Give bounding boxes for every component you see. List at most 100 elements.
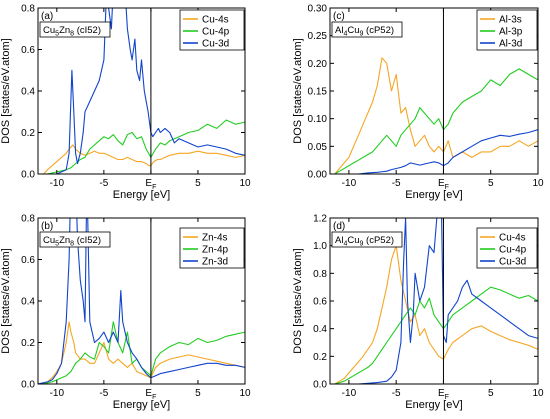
system-label-base-sub: 4 (343, 31, 347, 38)
y-tick-label: 0.05 (308, 142, 328, 153)
legend-entry: Al-3d (499, 39, 522, 50)
y-tick-label: 0.4 (21, 297, 35, 308)
x-tick-label: 5 (195, 388, 201, 399)
system-label-tag: (cP52) (363, 235, 394, 246)
system-label-box (39, 21, 111, 38)
x-tick-label-f: F (445, 184, 449, 191)
panel-b-cu5zn8-zn-dos: -10 -5 EF 5 10 0.0 0.2 0.4 0.6 0.8 Energy [eV] DOS … (0, 214, 251, 412)
x-axis-label: Energy [eV] (113, 399, 170, 411)
system-label-second: Cu (347, 235, 359, 246)
y-tick-label: 0.0 (313, 380, 327, 391)
y-tick-label: 0.8 (21, 214, 35, 225)
series-line-cu-4p (334, 286, 538, 384)
system-label-second-sub: 9 (360, 241, 364, 248)
system-label-tag: (cI52) (74, 235, 101, 246)
system-label-box (331, 21, 403, 38)
y-tick-label: 0.4 (313, 324, 327, 335)
series-line-zn-4s (42, 321, 245, 384)
x-tick-label: -10 (50, 388, 65, 399)
system-label-base: Cu (43, 235, 55, 246)
y-tick-label: 0.2 (21, 128, 35, 139)
system-label: Cu5Zn8 (cI52) (43, 235, 101, 248)
y-tick-label: 0.20 (308, 59, 328, 70)
system-label-second: Zn (59, 25, 70, 36)
x-axis-label: Energy [eV] (405, 189, 462, 201)
legend-entry: Al-3p (499, 27, 523, 38)
y-tick-label: 0.15 (308, 87, 328, 98)
x-axis-label: Energy [eV] (405, 399, 462, 411)
x-tick-label-e: E (438, 388, 445, 399)
y-tick-label: 0.8 (313, 269, 327, 280)
x-tick-label: 5 (488, 178, 494, 189)
system-label: Al4Cu9 (cP52) (335, 25, 394, 38)
series-line-cu-3d (38, 8, 245, 174)
system-label-base-sub: 5 (55, 241, 59, 248)
system-label: Cu5Zn8 (cI52) (43, 25, 101, 38)
system-label-base-sub: 4 (343, 241, 347, 248)
x-tick-label: EF (145, 388, 156, 401)
system-label-tag: (cI52) (74, 25, 101, 36)
x-tick-label: -5 (392, 388, 401, 399)
panel-label: (a) (41, 11, 53, 22)
system-label-second-sub: 9 (360, 31, 364, 38)
system-label-base: Al (335, 25, 343, 36)
y-tick-label: 0.10 (308, 114, 328, 125)
legend-entry: Zn-3d (202, 257, 228, 268)
legend-entry: Cu-4p (202, 27, 230, 38)
y-tick-label: 0.8 (21, 4, 35, 15)
series-line-zn-3d (38, 218, 245, 384)
series-line-al-3s (334, 57, 538, 174)
legend-entry: Cu-4s (499, 233, 526, 244)
x-tick-label: 5 (195, 178, 201, 189)
y-tick-label: 1.0 (313, 241, 327, 252)
system-label-box (331, 231, 403, 248)
y-axis-label: DOS [states/eV.atom] (0, 248, 12, 353)
panel-d-al4cu9-cu-dos: -10 -5 EF 5 10 0.0 0.2 0.4 0.6 0.8 1.0 1.2 Energy [e… (292, 214, 544, 412)
legend-entry: Zn-4s (202, 233, 228, 244)
x-tick-label-f: F (445, 394, 449, 401)
x-tick-label: -5 (99, 178, 108, 189)
panel-label: (b) (41, 221, 53, 232)
panel-label: (c) (333, 11, 345, 22)
y-tick-label: 0.0 (21, 170, 35, 181)
y-tick-label: 0.00 (308, 170, 328, 181)
system-label-base: Cu (43, 25, 55, 36)
system-label-base: Al (335, 235, 343, 246)
y-tick-label: 0.0 (21, 380, 35, 391)
y-tick-label: 0.2 (313, 352, 327, 363)
y-tick-label: 0.6 (21, 45, 35, 56)
x-tick-label: -10 (50, 178, 65, 189)
y-axis-label: DOS [states/eV.atom] (292, 248, 304, 353)
x-tick-label: -10 (342, 178, 357, 189)
y-axis-label: DOS [states/eV.atom] (292, 38, 304, 143)
x-tick-label: -10 (342, 388, 357, 399)
x-tick-label-e: E (145, 178, 152, 189)
system-label-second-sub: 8 (70, 31, 74, 38)
x-tick-label-e: E (438, 178, 445, 189)
system-label: Al4Cu9 (cP52) (335, 235, 394, 248)
legend-entry: Cu-3d (499, 257, 526, 268)
x-tick-label-f: F (152, 394, 156, 401)
x-tick-label-e: E (145, 388, 152, 399)
x-tick-label-f: F (152, 184, 156, 191)
x-tick-label: EF (145, 178, 156, 191)
legend-entry: Cu-4p (499, 245, 527, 256)
series-line-al-3d (334, 129, 538, 174)
system-label-tag: (cP52) (363, 25, 394, 36)
x-tick-label: EF (438, 388, 449, 401)
x-tick-label: -5 (99, 388, 108, 399)
system-label-base-sub: 5 (55, 31, 59, 38)
series-line-zn-4p (42, 321, 245, 384)
x-tick-label: 10 (239, 388, 251, 399)
x-tick-label: 5 (488, 388, 494, 399)
series-line-cu-3d (334, 218, 538, 384)
y-tick-label: 1.2 (313, 214, 327, 225)
series-line-cu-4s (43, 144, 245, 174)
y-tick-label: 0.4 (21, 87, 35, 98)
y-tick-label: 0.25 (308, 31, 328, 42)
panel-label: (d) (333, 221, 345, 232)
system-label-second-sub: 8 (70, 241, 74, 248)
x-tick-label: 10 (239, 178, 251, 189)
y-tick-label: 0.6 (21, 255, 35, 266)
